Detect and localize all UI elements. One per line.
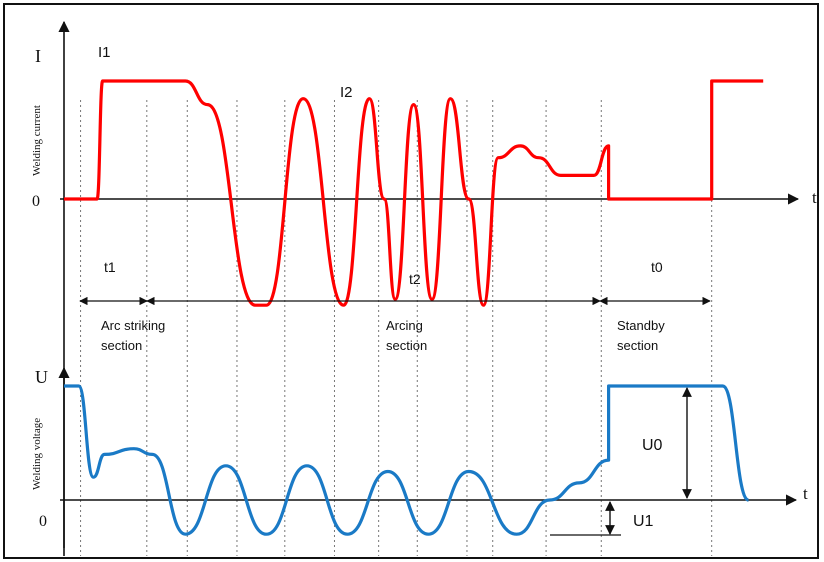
u1-label: U1 bbox=[633, 513, 654, 530]
arcing-section-label-line2: section bbox=[386, 338, 427, 353]
standby-section-label-line1: Standby bbox=[617, 318, 665, 333]
voltage-zero-label: 0 bbox=[39, 513, 47, 530]
t2-label: t2 bbox=[409, 271, 421, 287]
i2-label: I2 bbox=[340, 84, 353, 101]
current-axis-symbol: I bbox=[35, 46, 41, 66]
arc-striking-section-label-line1: Arc striking bbox=[101, 318, 165, 333]
t1-label: t1 bbox=[104, 259, 116, 275]
arc-striking-section-label-line2: section bbox=[101, 338, 142, 353]
figure-frame bbox=[3, 3, 819, 559]
voltage-axis-name: Welding voltage bbox=[31, 418, 43, 490]
standby-section-label-line2: section bbox=[617, 338, 658, 353]
current-axis-name: Welding current bbox=[31, 105, 43, 176]
current-time-label: t bbox=[812, 188, 817, 207]
u0-label: U0 bbox=[642, 437, 663, 454]
t0-label: t0 bbox=[651, 259, 663, 275]
voltage-time-label: t bbox=[803, 484, 808, 503]
voltage-axis-symbol: U bbox=[35, 367, 48, 387]
current-zero-label: 0 bbox=[32, 193, 40, 210]
welding-voltage-series bbox=[64, 384, 751, 536]
arcing-section-label-line1: Arcing bbox=[386, 318, 423, 333]
i1-label: I1 bbox=[98, 44, 111, 61]
